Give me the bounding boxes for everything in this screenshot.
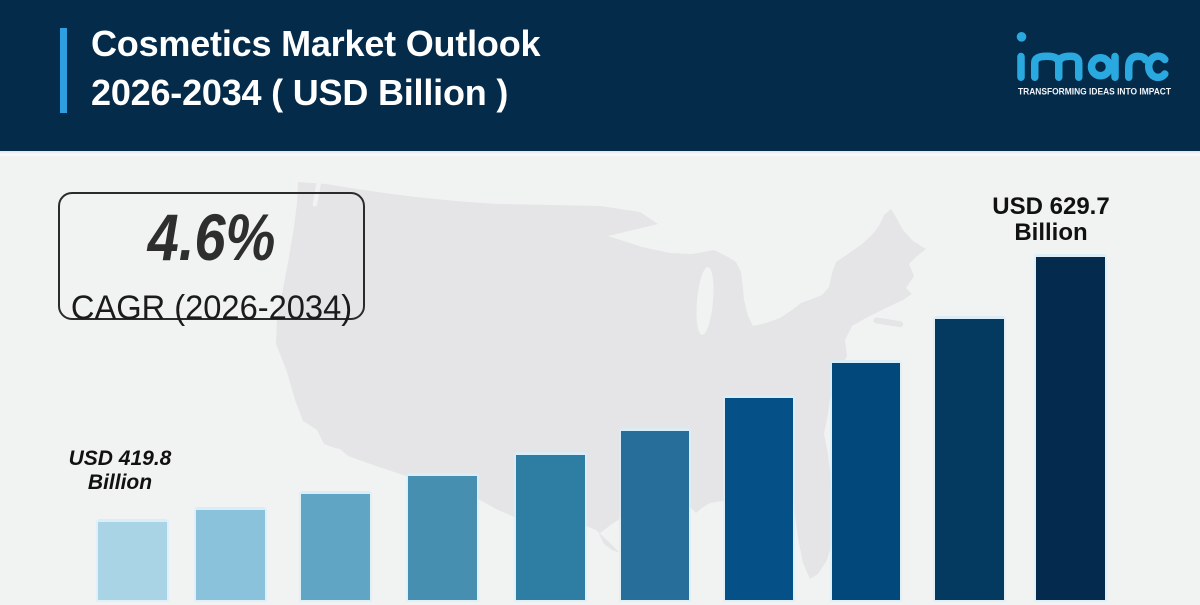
svg-text:TRANSFORMING IDEAS INTO IMPACT: TRANSFORMING IDEAS INTO IMPACT	[1018, 87, 1171, 97]
